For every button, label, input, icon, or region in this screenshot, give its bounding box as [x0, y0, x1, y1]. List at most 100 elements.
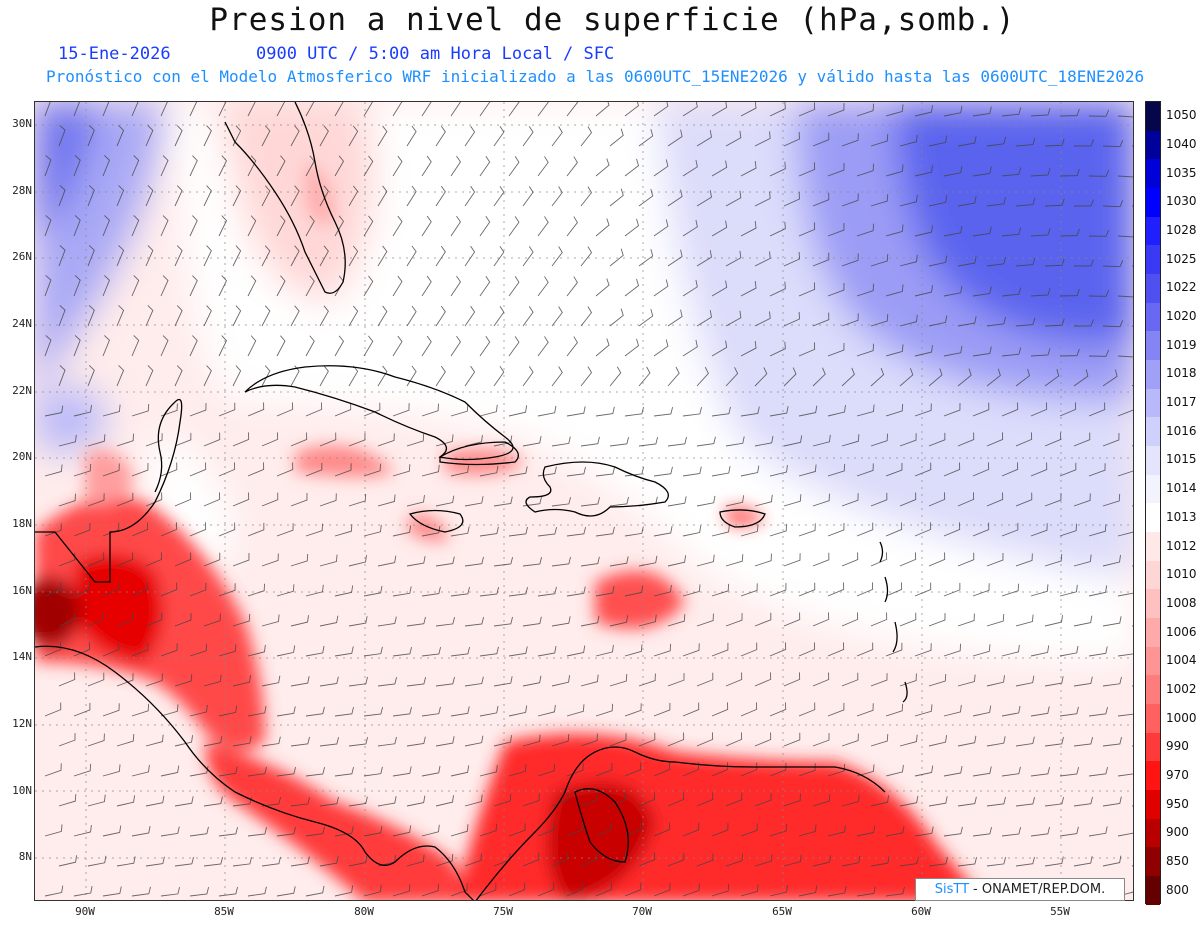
wind-barb	[885, 344, 904, 357]
wind-barb	[783, 312, 800, 327]
wind-barb	[218, 644, 237, 657]
wind-barb	[276, 102, 285, 117]
wind-barb	[363, 585, 383, 597]
wind-barb	[783, 553, 801, 567]
wind-barb	[754, 435, 774, 447]
colorbar-label: 1040	[1166, 137, 1197, 152]
wind-barb	[595, 526, 615, 537]
wind-barb	[870, 194, 889, 207]
wind-barb	[392, 706, 412, 717]
wind-barb	[73, 405, 92, 417]
wind-barb	[247, 335, 257, 357]
wind-barb	[319, 796, 339, 807]
wind-barb	[1117, 115, 1133, 118]
wind-barb	[421, 275, 432, 297]
wind-barb	[102, 102, 110, 117]
wind-barb	[943, 765, 963, 777]
wind-barb	[1073, 615, 1093, 627]
wind-barb	[189, 275, 198, 297]
wind-barb	[508, 156, 520, 177]
lon-label: 90W	[75, 905, 95, 918]
wind-barb	[450, 465, 470, 477]
wind-barb	[972, 705, 992, 717]
colorbar-label: 1050	[1166, 108, 1197, 123]
wind-barb	[44, 885, 64, 897]
wind-barb	[73, 275, 81, 297]
wind-barb	[174, 552, 192, 567]
wind-barb	[319, 493, 337, 507]
wind-barb	[479, 155, 491, 177]
wind-barb	[406, 305, 417, 327]
wind-barb	[174, 185, 183, 207]
wind-barb	[131, 463, 149, 477]
wind-barb	[914, 522, 932, 537]
wind-barb	[1088, 766, 1108, 777]
wind-barb	[290, 553, 309, 567]
wind-barb	[276, 706, 296, 717]
colorbar-swatch	[1146, 216, 1160, 246]
wind-barb	[435, 676, 455, 687]
wind-barb	[218, 583, 236, 597]
wind-barb	[276, 215, 286, 237]
wind-barb	[595, 703, 614, 717]
wind-barb	[537, 527, 558, 537]
wind-barb	[928, 856, 948, 867]
wind-barb	[740, 762, 758, 777]
wind-barb	[682, 339, 698, 357]
wind-barb	[73, 102, 80, 117]
wind-barb	[798, 342, 816, 357]
wind-barb	[537, 822, 555, 837]
wind-barb	[769, 642, 787, 657]
wind-barb	[464, 735, 484, 747]
wind-barb	[290, 493, 308, 507]
wind-barb	[305, 215, 315, 237]
wind-barb	[827, 582, 845, 597]
wind-barb	[609, 733, 627, 747]
wind-barb	[508, 526, 528, 537]
wind-barb	[102, 155, 110, 177]
wind-barb	[711, 340, 728, 357]
wind-barb	[1001, 402, 1019, 417]
wind-barb	[725, 250, 742, 267]
wind-barb	[609, 128, 624, 147]
wind-barb	[885, 104, 904, 117]
wind-barb	[682, 525, 702, 537]
wind-barb	[174, 735, 194, 747]
wind-barb	[305, 826, 325, 837]
wind-barb	[551, 366, 563, 387]
wind-barb	[972, 462, 990, 477]
wind-barb	[203, 305, 212, 327]
wind-barb	[740, 281, 757, 297]
wind-barb	[1030, 645, 1050, 657]
wind-barb	[812, 493, 830, 507]
wind-barb	[841, 367, 855, 387]
wind-barb	[464, 496, 484, 507]
wind-barb	[435, 736, 455, 747]
wind-barb	[160, 462, 178, 477]
wind-barb	[58, 125, 66, 147]
wind-barb	[450, 215, 462, 237]
wind-barb	[812, 367, 826, 387]
wind-barb	[957, 735, 977, 747]
wind-barb	[363, 707, 384, 717]
wind-barb	[1044, 736, 1064, 747]
wind-barb	[624, 585, 644, 597]
wind-barb	[58, 733, 76, 747]
wind-barb	[1073, 676, 1093, 687]
wind-barb	[160, 522, 178, 537]
wind-barb	[363, 524, 382, 537]
wind-barb	[595, 278, 610, 297]
wind-barb	[290, 185, 300, 207]
wind-barb	[667, 673, 685, 687]
lon-label: 85W	[214, 905, 234, 918]
wind-barb	[102, 335, 110, 357]
wind-barb	[1117, 295, 1133, 298]
wind-barb	[682, 584, 701, 597]
wind-barb	[870, 254, 889, 267]
wind-barb	[580, 674, 599, 687]
wind-barb	[508, 823, 526, 837]
wind-barb	[624, 644, 643, 657]
wind-barb	[522, 496, 542, 507]
wind-barb	[972, 226, 992, 237]
wind-barb	[160, 275, 169, 297]
